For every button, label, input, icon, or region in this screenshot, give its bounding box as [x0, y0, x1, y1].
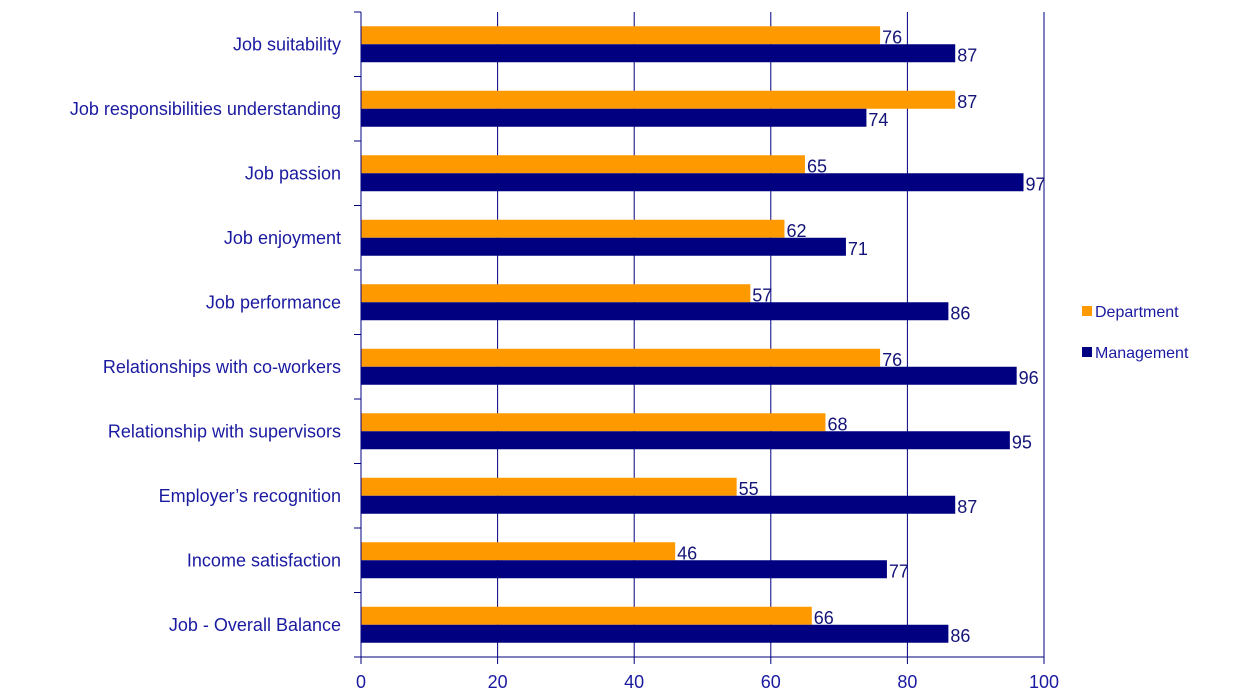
legend-label-management: Management	[1095, 345, 1189, 362]
bar-department	[361, 90, 956, 109]
data-labels: 76 87 87 74 65 97 62 71 57 86 76 96 68 95 55 87 46 77 66 86	[677, 27, 1045, 646]
bar-management	[361, 302, 949, 321]
data-label-department: 66	[814, 608, 834, 628]
data-label-management: 86	[950, 303, 970, 323]
legend-label-department: Department	[1095, 304, 1179, 321]
data-label-management: 77	[889, 561, 909, 581]
data-label-department: 62	[786, 221, 806, 241]
bar-department	[361, 413, 826, 432]
data-label-management: 95	[1012, 432, 1032, 452]
data-label-department: 57	[752, 285, 772, 305]
category-label: Relationships with co-workers	[103, 357, 341, 377]
data-label-management: 87	[957, 497, 977, 517]
bar-department	[361, 477, 737, 496]
category-label: Employer’s recognition	[159, 486, 341, 506]
bar-management	[361, 431, 1010, 450]
bar-management	[361, 44, 956, 63]
category-label: Job enjoyment	[224, 228, 341, 248]
bar-management	[361, 366, 1017, 385]
data-label-management: 86	[950, 626, 970, 646]
axes	[354, 11, 1045, 664]
category-label: Income satisfaction	[187, 550, 341, 570]
bar-department	[361, 155, 805, 174]
bar-management	[361, 560, 887, 579]
bar-department	[361, 26, 881, 45]
bar-management	[361, 173, 1024, 192]
bar-department	[361, 542, 676, 561]
x-tick-label: 20	[488, 672, 508, 692]
category-labels: Job suitability Job responsibilities unde…	[70, 34, 341, 635]
bar-department	[361, 284, 751, 303]
data-label-department: 87	[957, 92, 977, 112]
category-label: Job passion	[245, 163, 341, 183]
data-label-management: 97	[1026, 174, 1046, 194]
data-label-management: 96	[1019, 368, 1039, 388]
bar-department	[361, 606, 812, 625]
bar-department	[361, 348, 881, 367]
category-label: Job responsibilities understanding	[70, 99, 341, 119]
data-label-department: 65	[807, 156, 827, 176]
data-label-management: 74	[868, 110, 888, 130]
x-tick-label: 100	[1029, 672, 1059, 692]
bar-management	[361, 624, 949, 643]
data-label-department: 76	[882, 27, 902, 47]
x-tick-label: 0	[356, 672, 366, 692]
category-label: Job performance	[206, 292, 341, 312]
bar-management	[361, 237, 846, 256]
data-label-department: 76	[882, 350, 902, 370]
data-label-management: 71	[848, 239, 868, 259]
legend-swatch-department	[1082, 306, 1092, 316]
bar-management	[361, 495, 956, 514]
tick-labels: 0 20 40 60 80 100	[356, 672, 1059, 692]
x-tick-label: 80	[897, 672, 917, 692]
x-tick-label: 60	[761, 672, 781, 692]
category-label: Job - Overall Balance	[169, 615, 341, 635]
data-label-management: 87	[957, 45, 977, 65]
bars	[361, 26, 1024, 643]
data-label-department: 46	[677, 543, 697, 563]
data-label-department: 68	[827, 414, 847, 434]
legend-swatch-management	[1082, 347, 1092, 357]
category-label: Job suitability	[233, 34, 341, 54]
bar-department	[361, 219, 785, 238]
legend: Department Management	[1082, 304, 1189, 362]
bar-management	[361, 108, 867, 127]
category-label: Relationship with supervisors	[108, 421, 341, 441]
data-label-department: 55	[739, 479, 759, 499]
x-tick-label: 40	[624, 672, 644, 692]
